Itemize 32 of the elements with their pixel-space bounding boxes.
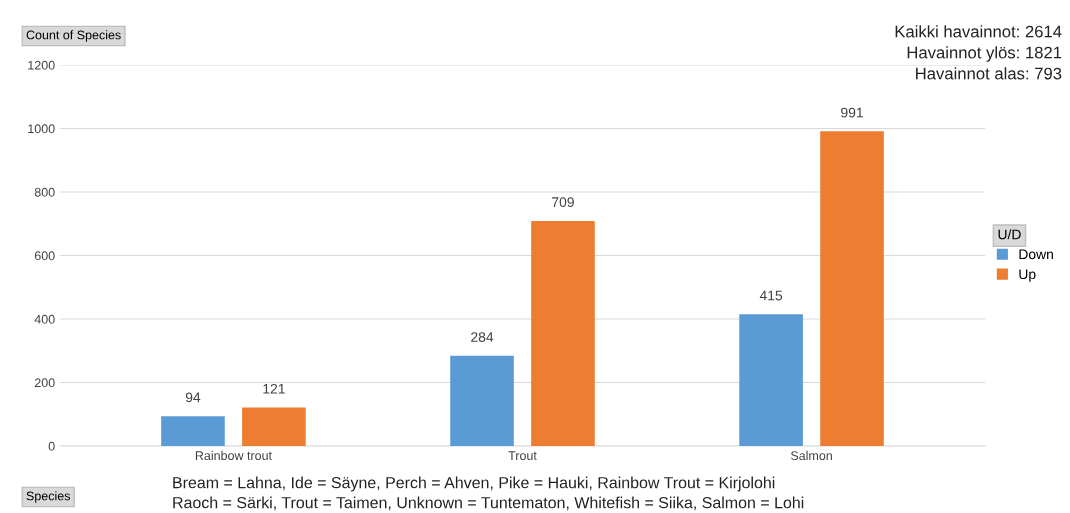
bar xyxy=(161,416,225,446)
data-label: 991 xyxy=(841,107,863,118)
legend-title: U/D xyxy=(998,229,1021,240)
y-tick-label: 800 xyxy=(34,187,55,197)
legend-label: Up xyxy=(1019,269,1036,282)
annotation: Havainnot alas: 793 xyxy=(916,67,1062,80)
legend-label: Down xyxy=(1019,249,1053,260)
bar xyxy=(242,407,306,446)
bar xyxy=(450,355,514,446)
data-label: 415 xyxy=(759,290,783,301)
y-tick-label: 1000 xyxy=(28,124,55,134)
bar xyxy=(531,220,595,446)
data-label: 94 xyxy=(185,392,201,403)
y-tick-label: 600 xyxy=(34,251,55,261)
x-tick-label: Rainbow trout xyxy=(195,450,272,461)
y-tick-label: 1200 xyxy=(28,60,55,70)
text: Bream = Lahna, Ide = Säyne, Perch = Ahven, Pike = Hauki, Rainbow Trout = Kirjolohi xyxy=(173,476,775,492)
x-axis-title: Species xyxy=(26,491,71,503)
text: Kaikki havainnot: 2614 xyxy=(895,25,1062,38)
y-axis-title: Count of Species xyxy=(26,30,121,42)
bar xyxy=(820,131,884,446)
text: Havainnot ylös: 1821 xyxy=(907,46,1062,62)
data-label: 121 xyxy=(263,383,285,394)
x-tick-label: Trout xyxy=(508,451,537,461)
bar xyxy=(739,314,803,446)
data-label: 284 xyxy=(471,332,494,342)
x-tick-label: Salmon xyxy=(790,450,832,461)
data-label: 709 xyxy=(552,197,574,208)
y-tick-label: 200 xyxy=(34,378,55,388)
y-tick-label: 0 xyxy=(48,441,55,451)
text: Raoch = Särki, Trout = Taimen, Unknown = Tuntematon, Whitefish = Siika, Salmon = Lohi xyxy=(173,496,804,511)
y-tick-label: 400 xyxy=(34,314,55,324)
